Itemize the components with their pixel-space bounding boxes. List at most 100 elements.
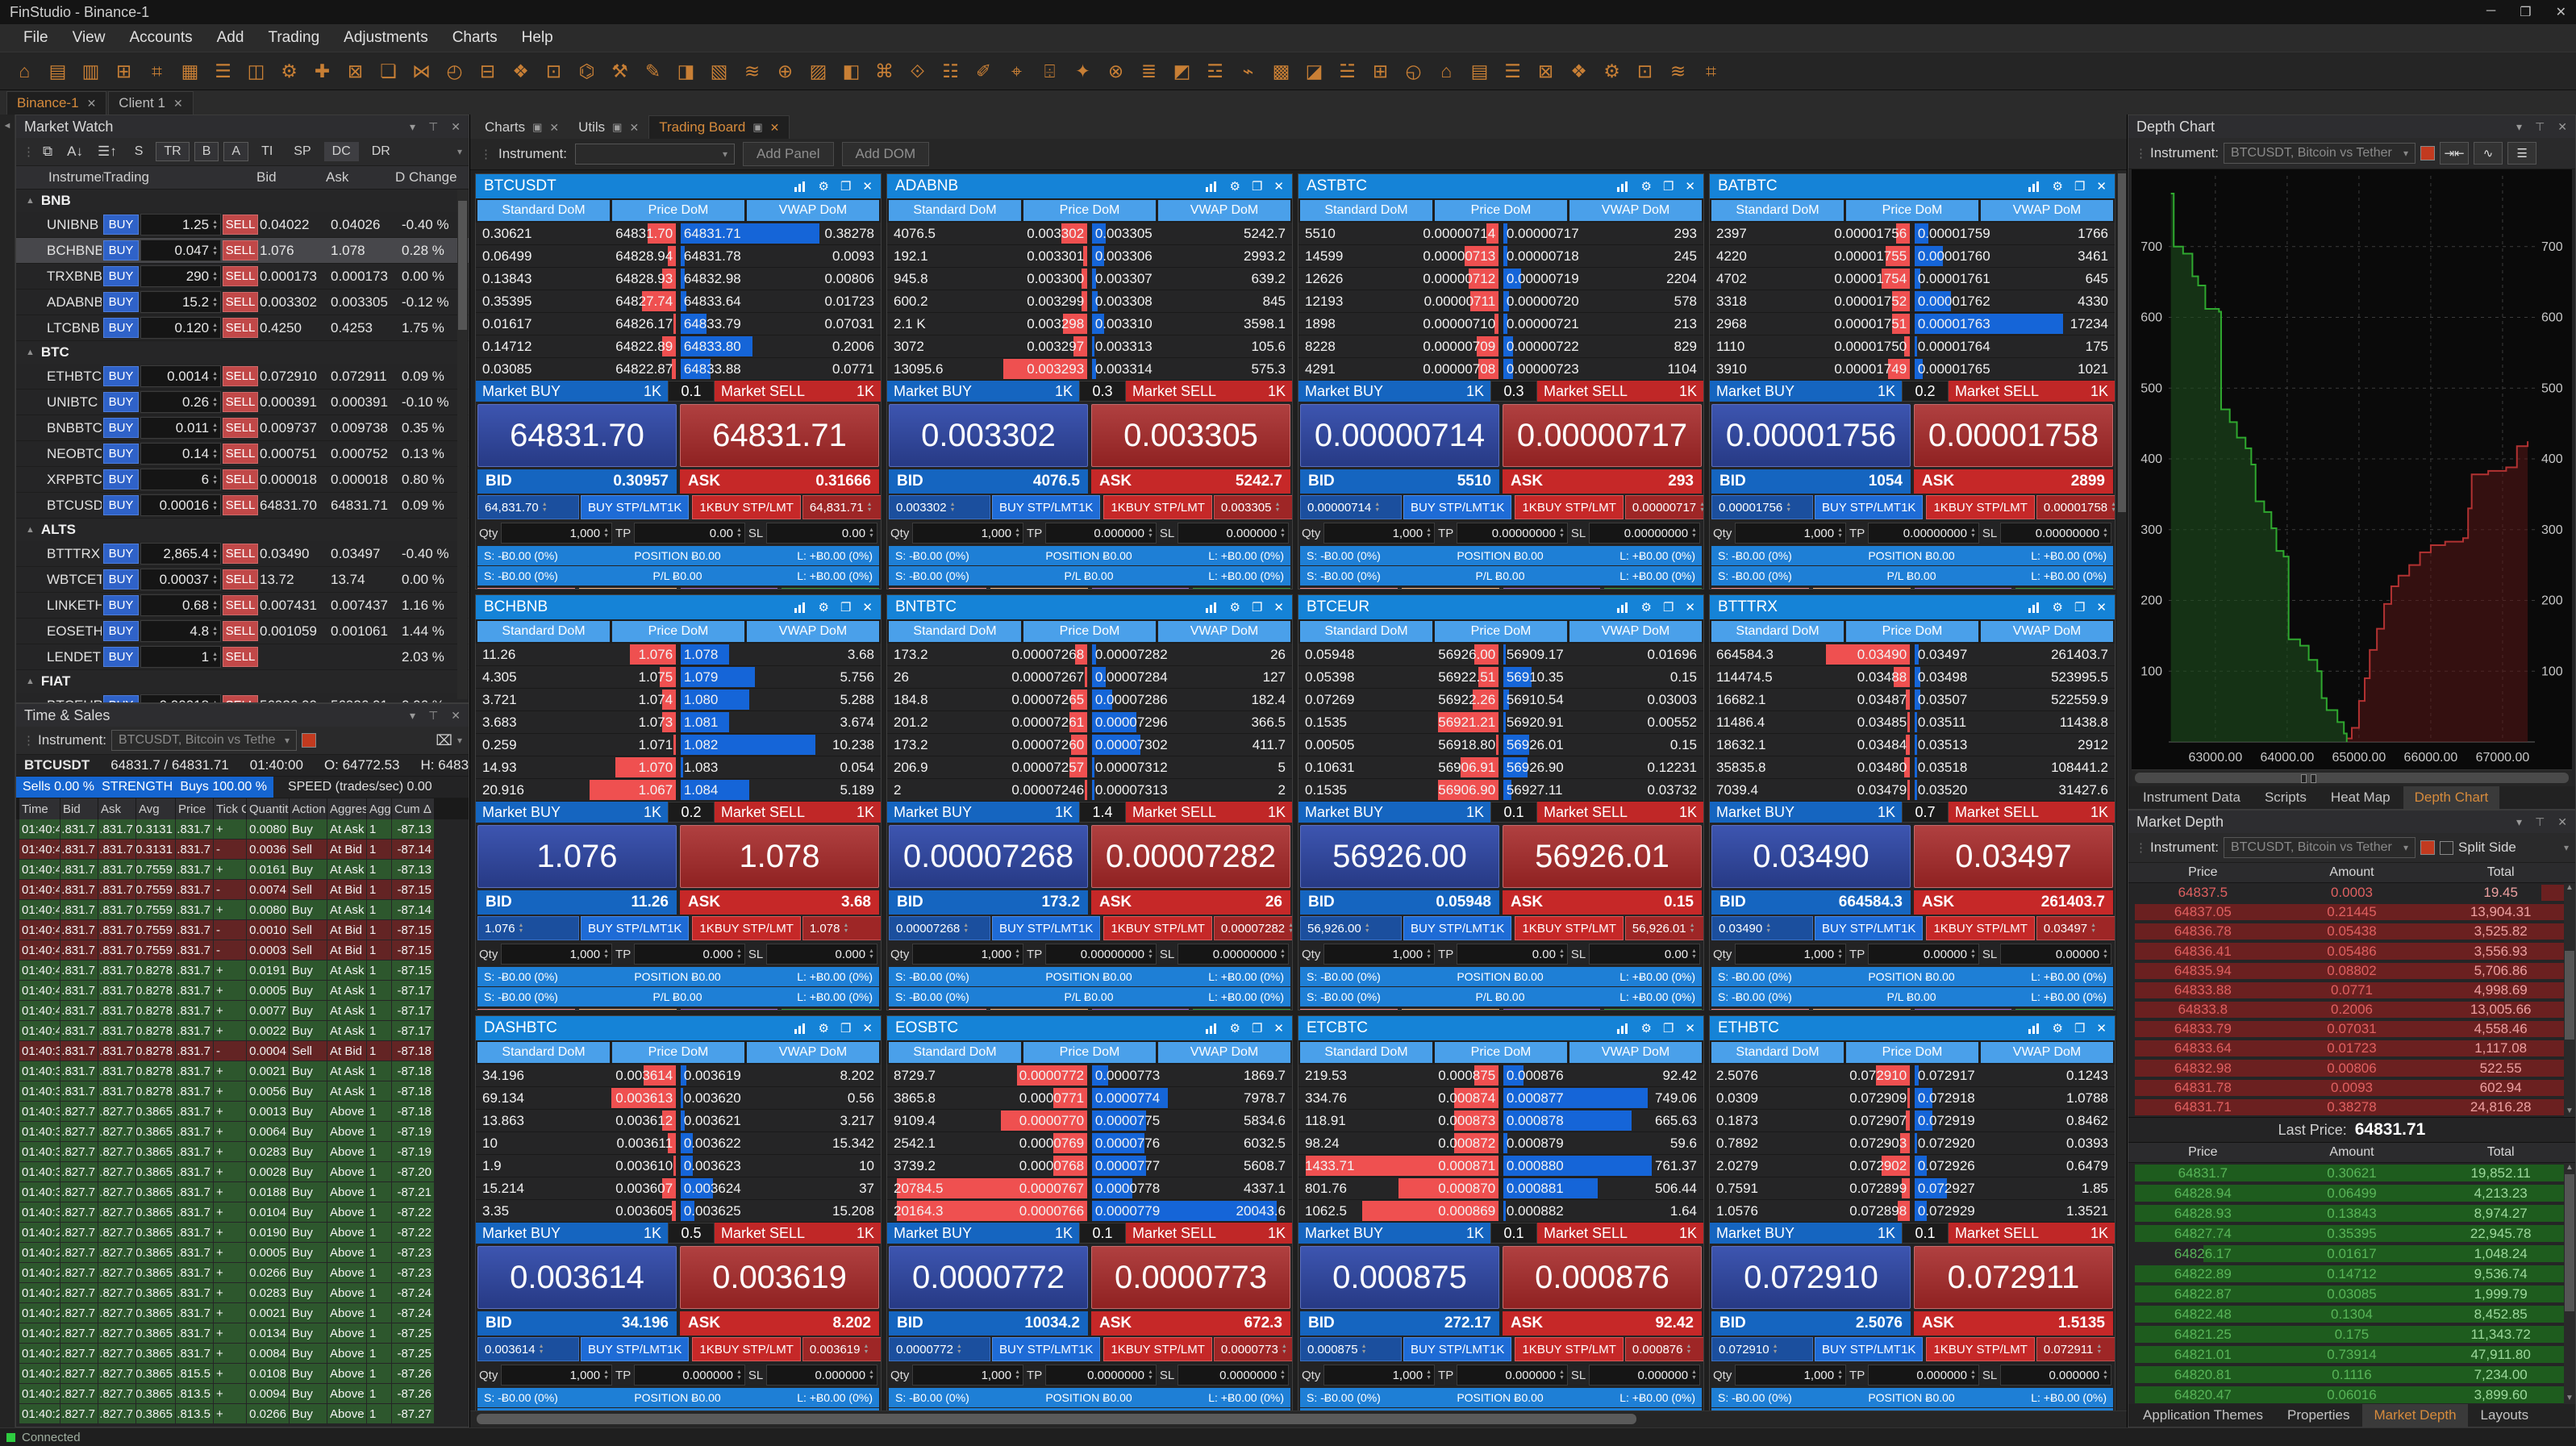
ask-side[interactable]: 0.00001760 3461 xyxy=(1914,245,2115,267)
buy-price-spinner[interactable]: 0.00007268 ▲ ▼ xyxy=(889,916,990,940)
ask-side[interactable]: 0.0000774 7978.7 xyxy=(1091,1087,1292,1109)
bid-side[interactable]: 0.00505 56918.80 xyxy=(1298,734,1499,756)
bid-box[interactable]: BID 4076.5 xyxy=(889,469,1088,494)
dom-tab-price-dom[interactable]: Price DoM xyxy=(1846,1042,1978,1063)
ts-column-avg[interactable]: Avg xyxy=(136,798,175,819)
grouping-icon[interactable]: ⧉ xyxy=(43,144,53,159)
ladder-row[interactable]: 2397 0.00001756 0.00001759 1766 xyxy=(1710,223,2115,245)
ladder-row[interactable]: 0.07269 56922.26 56910.54 0.03003 xyxy=(1298,689,1703,711)
bid-side[interactable]: 20784.5 0.0000767 xyxy=(887,1177,1088,1199)
bid-side[interactable]: 201.2 0.00007261 xyxy=(887,711,1088,733)
drag-handle-icon[interactable]: ⋮ xyxy=(23,734,35,748)
ask-side[interactable]: 0.003313 105.6 xyxy=(1091,335,1292,357)
ladder-row[interactable]: 2.1 K 0.003298 0.003310 3598.1 xyxy=(887,313,1292,335)
ladder-row[interactable]: 114474.5 0.03488 0.03498 523995.5 xyxy=(1710,666,2115,689)
close-icon[interactable]: ✕ xyxy=(2096,180,2107,194)
big-sell-button[interactable]: 0.003305 xyxy=(1091,404,1290,467)
ask-box[interactable]: ASK 672.3 xyxy=(1091,1311,1290,1336)
ladder-row[interactable]: 801.76 0.000870 0.000881 506.44 xyxy=(1298,1177,1703,1200)
group-header-alts[interactable]: ▲ ALTS xyxy=(16,519,469,541)
close-icon[interactable]: ✕ xyxy=(2096,601,2107,615)
ask-side[interactable]: 0.03511 11438.8 xyxy=(1914,711,2115,733)
bid-side[interactable]: 12626 0.00000712 xyxy=(1298,268,1499,290)
hedge-button[interactable]: Hedge xyxy=(1193,588,1290,589)
bid-depth-row[interactable]: 64828.93 0.13843 8,974.27 xyxy=(2128,1203,2575,1223)
ladder-row[interactable]: 1110 0.00001750 0.00001764 175 xyxy=(1710,335,2115,358)
ask-side[interactable]: 0.003307 639.2 xyxy=(1091,268,1292,290)
bid-side[interactable]: 20164.3 0.0000766 xyxy=(887,1200,1088,1222)
toolbar-icon-18[interactable]: ⌬ xyxy=(578,60,595,81)
ladder-row[interactable]: 1.9 0.003610 0.003623 10 xyxy=(476,1155,881,1177)
big-sell-button[interactable]: 0.072911 xyxy=(1914,1246,2113,1309)
ts-column-price[interactable]: Price xyxy=(176,798,213,819)
sell-button[interactable]: SELL xyxy=(223,266,258,286)
ask-side[interactable]: 0.00001765 1021 xyxy=(1914,358,2115,380)
spinner-icons[interactable]: ▲▼ xyxy=(2103,527,2108,539)
bid-side[interactable]: 2.5076 0.072910 xyxy=(1710,1065,1911,1086)
spinner-icons[interactable]: ▲▼ xyxy=(212,422,218,434)
bid-side[interactable]: 3.721 1.074 xyxy=(476,689,677,710)
big-buy-button[interactable]: 0.003614 xyxy=(477,1246,677,1309)
bid-side[interactable]: 0.14712 64822.89 xyxy=(476,335,677,357)
bid-side[interactable]: 69.134 0.003613 xyxy=(476,1087,677,1109)
quantity-input[interactable]: 0.0014 ▲ ▼ xyxy=(140,365,221,387)
hedge-button[interactable]: Hedge xyxy=(782,588,879,589)
ladder-row[interactable]: 4076.5 0.003302 0.003305 5242.7 xyxy=(887,223,1292,245)
ts-column-bid[interactable]: Bid xyxy=(60,798,98,819)
watchlist-row-bnbbtc[interactable]: BNBBTC BUY 0.011 ▲ ▼ SELL 0.009737 0.009738 0.35… xyxy=(16,415,469,441)
ladder-row[interactable]: 3.35 0.003605 0.003625 15.208 xyxy=(476,1200,881,1223)
spinner-icons[interactable]: ▲▼ xyxy=(1361,1344,1367,1355)
chart-icon[interactable] xyxy=(1205,602,1219,613)
ask-side[interactable]: 0.072926 0.6479 xyxy=(1914,1155,2115,1177)
ladder-row[interactable]: 3910 0.00001749 0.00001765 1021 xyxy=(1710,358,2115,381)
group-header-bnb[interactable]: ▲ BNB xyxy=(16,190,469,212)
bid-box[interactable]: BID 5510 xyxy=(1300,469,1499,494)
trade-row[interactable]: 01:40:2 ..827.7 ..827.7 0.3865 ..813.5 +0.026… xyxy=(16,1404,469,1423)
ladder-row[interactable]: 10 0.003611 0.003622 15.342 xyxy=(476,1132,881,1155)
spinner-icons[interactable]: ▲▼ xyxy=(1015,948,1021,960)
market-sell-button[interactable]: Market SELL 1K xyxy=(1949,1223,2115,1244)
ask-side[interactable]: 0.00007282 26 xyxy=(1091,644,1292,665)
group-header-btc[interactable]: ▲ BTC xyxy=(16,341,469,364)
menu-item-charts[interactable]: Charts xyxy=(452,29,498,46)
market-sell-button[interactable]: Market SELL 1K xyxy=(1537,802,1703,823)
market-sell-button[interactable]: Market SELL 1K xyxy=(715,802,881,823)
close-icon[interactable]: ✕ xyxy=(549,120,560,134)
bid-box[interactable]: BID 34.196 xyxy=(477,1311,677,1336)
dom-tab-price-dom[interactable]: Price DoM xyxy=(1023,1042,1156,1063)
filter-ti[interactable]: TI xyxy=(261,144,273,158)
quantity-input[interactable]: 0.00016 ▲ ▼ xyxy=(140,494,221,516)
bid-side[interactable]: 945.8 0.003300 xyxy=(887,268,1088,290)
sell-stop-limit-button[interactable]: 1K BUY STP/LMT xyxy=(1103,916,1212,940)
bid-side[interactable]: 3910 0.00001749 xyxy=(1710,358,1911,380)
spinner-icons[interactable]: ▲▼ xyxy=(1837,527,1844,539)
bid-side[interactable]: 4076.5 0.003302 xyxy=(887,223,1088,244)
gear-icon[interactable]: ⚙ xyxy=(818,1022,829,1036)
bid-side[interactable]: 600.2 0.003299 xyxy=(887,290,1088,312)
bid-side[interactable]: 0.7591 0.072899 xyxy=(1710,1177,1911,1199)
ask-side[interactable]: 56926.90 0.12231 xyxy=(1503,756,1703,778)
buy-stop-limit-button[interactable]: BUY STP/LMT 1K xyxy=(992,1337,1101,1361)
bid-side[interactable]: 0.01617 64826.17 xyxy=(476,313,677,335)
ask-side[interactable]: 0.03507 522559.9 xyxy=(1914,689,2115,710)
gear-icon[interactable]: ⚙ xyxy=(1640,180,1652,194)
ask-box[interactable]: ASK 261403.7 xyxy=(1914,890,2113,915)
spinner-icons[interactable]: ▲▼ xyxy=(1015,527,1021,539)
spinner-icons[interactable]: ▲▼ xyxy=(1288,923,1292,934)
ts-column-agg-pr[interactable]: Agg Pr xyxy=(367,798,391,819)
chart-icon[interactable] xyxy=(1616,602,1630,613)
sell-price-spinner[interactable]: 0.03497 ▲ ▼ xyxy=(2036,916,2115,940)
stop-loss-input[interactable]: 0.000000 ▲ ▼ xyxy=(1589,1365,1700,1386)
close-icon[interactable]: ✕ xyxy=(451,708,461,722)
spinner-icons[interactable]: ▲▼ xyxy=(956,1344,962,1355)
cancel-button[interactable]: Cancel xyxy=(1812,588,1911,589)
bid-side[interactable]: 2542.1 0.0000769 xyxy=(887,1132,1088,1154)
maximize-icon[interactable]: ❐ xyxy=(1662,601,1674,615)
buy-button[interactable]: BUY xyxy=(103,215,139,235)
ts-column-action[interactable]: Action xyxy=(290,798,327,819)
buy-button[interactable]: BUY xyxy=(103,240,139,260)
dom-tab-standard-dom[interactable]: Standard DoM xyxy=(477,200,610,221)
ladder-row[interactable]: 0.30621 64831.70 64831.71 0.38278 xyxy=(476,223,881,245)
dom-panel-titlebar[interactable]: BTTTRX ⚙ ❐ ✕ xyxy=(1710,595,2115,619)
market-sell-button[interactable]: Market SELL 1K xyxy=(1537,1223,1703,1244)
